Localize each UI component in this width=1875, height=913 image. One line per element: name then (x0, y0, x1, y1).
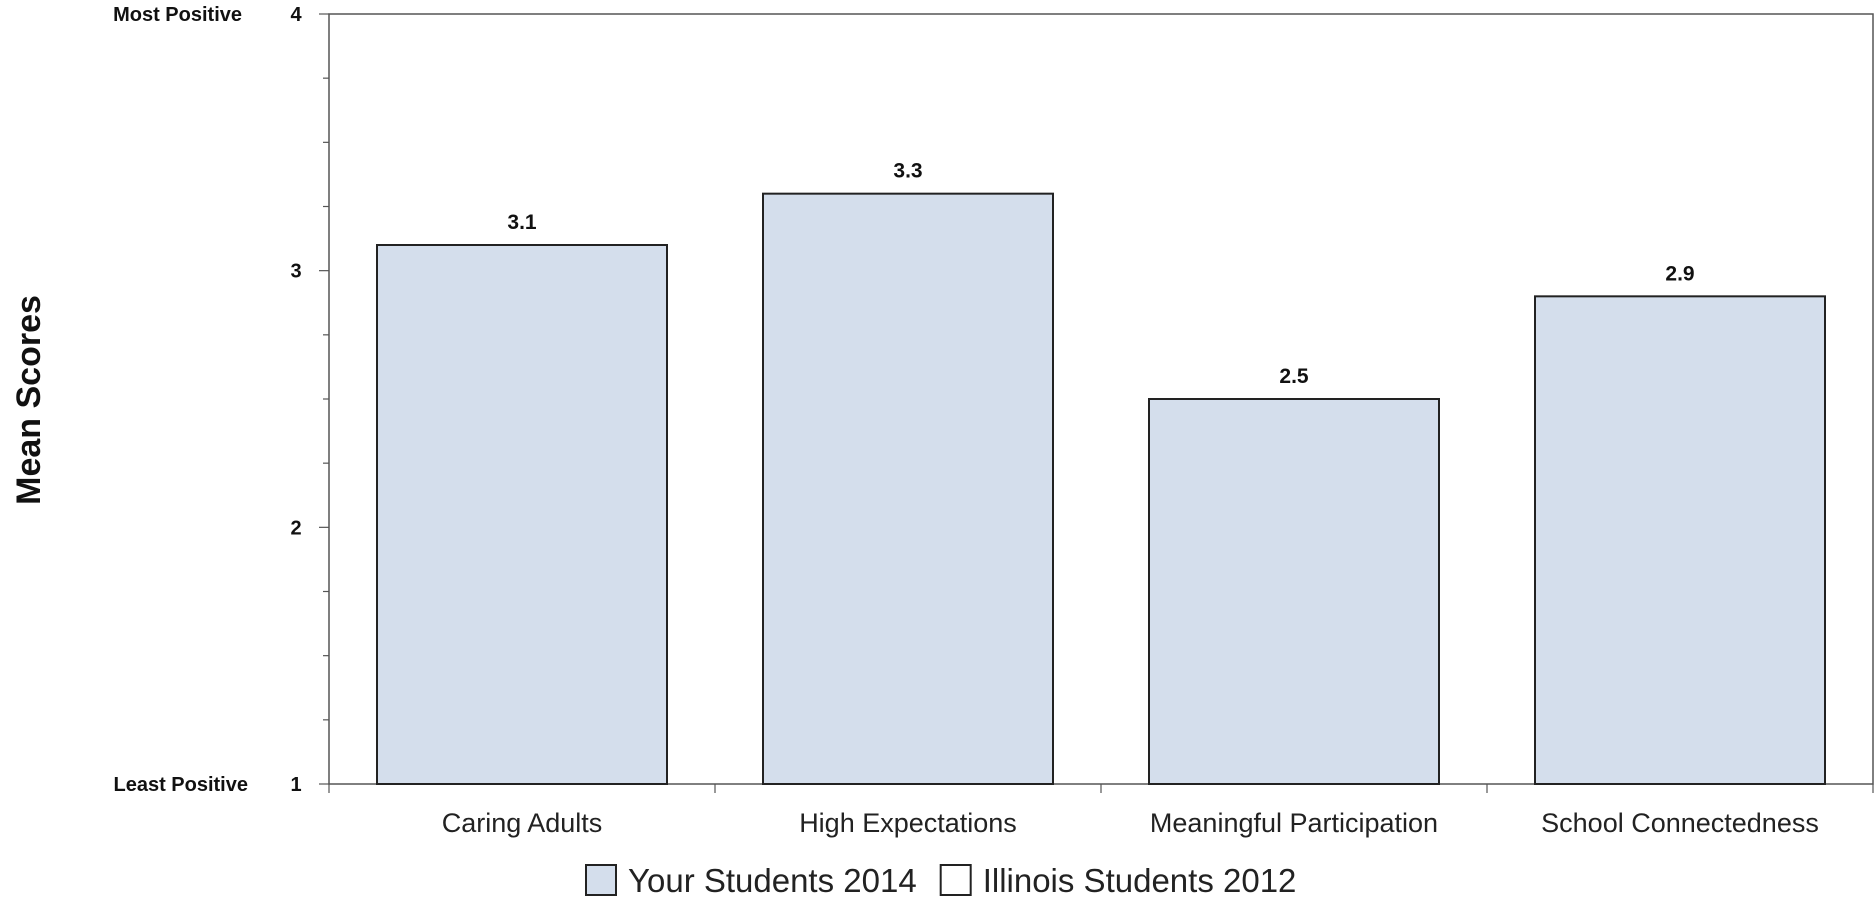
bar (1148, 398, 1440, 785)
x-category-label: School Connectedness (1541, 808, 1819, 838)
data-label: 2.9 (1665, 262, 1694, 285)
x-axis: Caring Adults High Expectations Meaningful… (328, 784, 1874, 838)
bar (1534, 295, 1826, 785)
data-label: 2.5 (1279, 365, 1309, 388)
data-labels: 3.1 3.3 2.5 2.9 (507, 160, 1694, 388)
legend-swatch (939, 864, 972, 896)
y-tick-label: 1 (290, 774, 301, 796)
y-tick-label: 3 (290, 261, 301, 283)
data-label: 3.1 (507, 211, 537, 234)
y-anchor-bottom-label: Least Positive (113, 774, 248, 796)
legend-label: Illinois Students 2012 (983, 862, 1297, 899)
data-label: 3.3 (893, 160, 922, 183)
x-category-label: Meaningful Participation (1150, 808, 1438, 838)
x-category-label: Caring Adults (442, 808, 603, 838)
bar (376, 244, 668, 785)
bar (762, 192, 1054, 785)
y-anchor-top-label: Most Positive (113, 4, 242, 26)
bars (376, 192, 1826, 785)
legend-swatch (585, 864, 617, 896)
legend: Your Students 2014 Illinois Students 2012 (585, 862, 1297, 899)
y-tick-label: 4 (290, 4, 302, 26)
y-tick-label: 2 (290, 517, 301, 539)
y-axis-title: Mean Scores (10, 295, 48, 505)
x-category-label: High Expectations (799, 808, 1017, 838)
legend-label: Your Students 2014 (628, 862, 917, 899)
y-axis: 1 2 3 4 Most Positive Least Positive (113, 4, 329, 796)
